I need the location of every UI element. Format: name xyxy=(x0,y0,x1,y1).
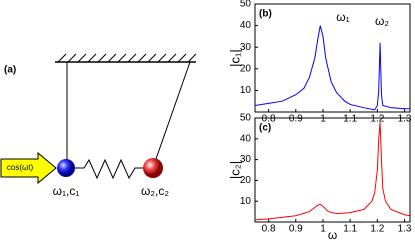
annotation: ω₁ xyxy=(336,10,349,24)
force-arrow xyxy=(0,151,57,185)
y-tick-label: 40 xyxy=(240,133,252,144)
panel-label: (a) xyxy=(4,65,16,76)
x-tick-label: 1 xyxy=(320,114,326,125)
y-axis-label: |c₂| xyxy=(227,161,242,179)
force-label: cos(ωt) xyxy=(7,163,34,172)
x-tick-label: 0.9 xyxy=(289,224,303,235)
x-tick-label: 1.3 xyxy=(398,114,412,125)
annotation: ω₂ xyxy=(375,14,389,28)
line-series xyxy=(254,122,411,221)
panel-label: (b) xyxy=(259,9,272,20)
spring xyxy=(75,158,144,180)
x-tick-label: 1.1 xyxy=(343,114,357,125)
x-tick-label: 1.3 xyxy=(398,224,412,235)
x-tick-label: 0.8 xyxy=(262,114,276,125)
x-axis-label: ω xyxy=(328,228,337,242)
x-tick-label: 1.2 xyxy=(370,114,384,125)
x-tick-label: 1.2 xyxy=(370,224,384,235)
x-tick-label: 1.1 xyxy=(343,224,357,235)
panel-label: (c) xyxy=(259,123,271,134)
y-tick-label: 30 xyxy=(240,42,252,53)
y-tick-label: 50 xyxy=(240,113,252,124)
rod xyxy=(155,61,191,160)
y-tick-label: 30 xyxy=(240,154,252,165)
mass xyxy=(143,158,163,178)
y-tick-label: 50 xyxy=(240,0,252,10)
axes-box xyxy=(254,117,411,223)
x-tick-label: 0.9 xyxy=(289,114,303,125)
x-tick-label: 1 xyxy=(320,224,326,235)
line-series xyxy=(254,25,410,111)
axes-box xyxy=(254,3,411,113)
y-tick-label: 40 xyxy=(240,20,252,31)
mass xyxy=(57,159,75,177)
mass-label: ω₁,c₁ xyxy=(53,184,80,198)
mass-label: ω₂,c₂ xyxy=(141,184,169,198)
ceiling-hatch xyxy=(57,53,197,63)
x-tick-label: 0.8 xyxy=(262,224,276,235)
y-tick-label: 10 xyxy=(240,196,252,207)
y-tick-label: 10 xyxy=(240,85,252,96)
y-tick-label: 20 xyxy=(240,63,252,74)
y-axis-label: |c₁| xyxy=(227,49,242,67)
y-tick-label: 20 xyxy=(240,175,252,186)
